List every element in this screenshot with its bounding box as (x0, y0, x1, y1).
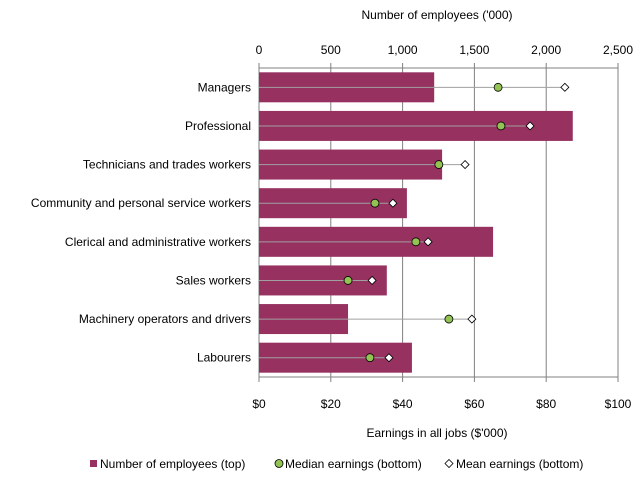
category-label: Professional (185, 119, 251, 133)
median-point (343, 276, 353, 285)
top-tick-label: 2,500 (603, 43, 633, 57)
mean-point (525, 121, 535, 131)
category-label: Technicians and trades workers (83, 158, 251, 172)
category-label: Managers (198, 80, 251, 94)
mean-point (384, 353, 394, 363)
bottom-tick-label: $0 (252, 397, 266, 411)
mean-point (388, 198, 398, 208)
category-label: Sales workers (176, 273, 251, 287)
legend: Number of employees (top) Median earning… (90, 457, 583, 471)
top-tick-label: 500 (321, 43, 341, 57)
bottom-tick-label: $80 (536, 397, 556, 411)
legend-swatch-mean (444, 458, 454, 469)
median-point (444, 314, 454, 324)
category-label: Clerical and administrative workers (65, 235, 251, 249)
bottom-axis-title: Earnings in all jobs ($'000) (366, 426, 507, 440)
top-tick-label: 2,000 (531, 43, 561, 57)
mean-point (423, 237, 433, 247)
legend-label-median: Median earnings (bottom) (285, 457, 422, 471)
legend-label-employees: Number of employees (top) (100, 457, 245, 471)
top-axis-title: Number of employees ('000) (361, 8, 512, 22)
legend-swatch-median (274, 459, 284, 468)
bottom-tick-label: $40 (393, 397, 413, 411)
bottom-tick-label: $60 (464, 397, 484, 411)
top-tick-label: 1,500 (459, 43, 489, 57)
category-label: Machinery operators and drivers (79, 312, 251, 326)
median-point (370, 198, 380, 208)
median-point (496, 121, 506, 131)
bottom-tick-label: $100 (605, 397, 632, 411)
mean-point (460, 159, 470, 170)
median-point (411, 237, 421, 247)
mean-point (367, 275, 377, 286)
category-label: Labourers (197, 351, 251, 365)
legend-swatch-employees (90, 460, 97, 467)
median-point (493, 82, 503, 92)
mean-point (467, 314, 477, 324)
bottom-tick-label: $20 (321, 397, 341, 411)
median-point (434, 160, 444, 169)
median-point (365, 353, 375, 363)
mean-point (560, 82, 570, 92)
legend-label-mean: Mean earnings (bottom) (456, 457, 583, 471)
category-label: Community and personal service workers (31, 196, 251, 210)
top-tick-label: 1,000 (388, 43, 418, 57)
top-tick-label: 0 (256, 43, 263, 57)
